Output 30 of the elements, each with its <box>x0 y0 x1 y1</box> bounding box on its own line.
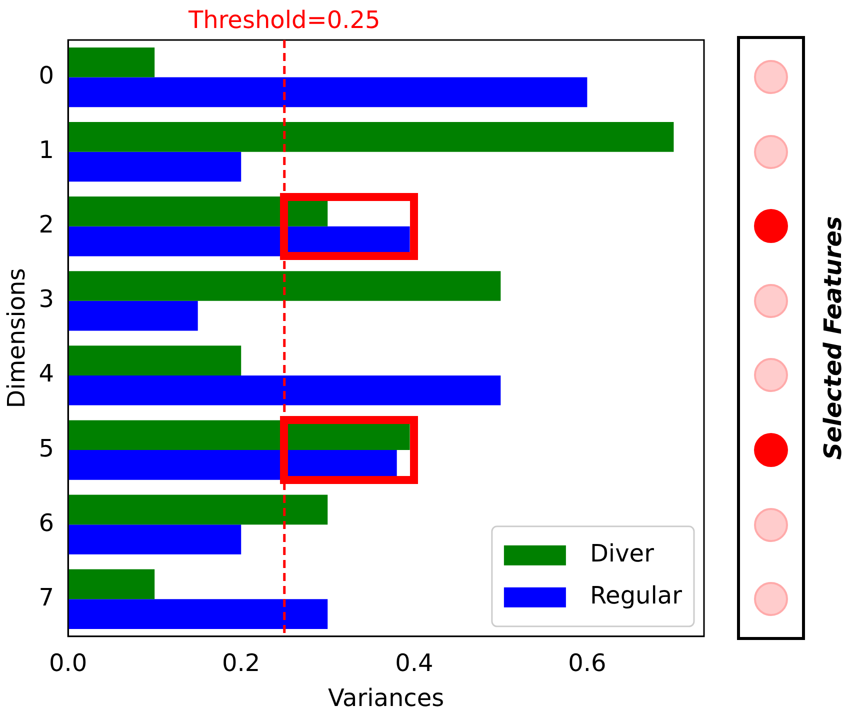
y-tick-label: 0 <box>38 62 54 90</box>
legend-label: Diver <box>590 540 654 568</box>
y-axis-title: Dimensions <box>2 268 31 408</box>
text: Selected Features <box>819 216 847 460</box>
bar <box>68 122 674 152</box>
bar <box>68 524 242 554</box>
bar <box>68 569 155 600</box>
legend-label: Regular <box>590 582 682 610</box>
y-tick-label: 7 <box>38 583 54 612</box>
bar <box>68 300 198 331</box>
y-tick-label: 4 <box>38 360 54 388</box>
y-tick-label: 1 <box>38 136 54 164</box>
y-tick-label: 3 <box>38 285 54 314</box>
y-tick-label: 6 <box>38 508 54 537</box>
x-tick-label: 0.4 <box>395 649 434 678</box>
y-tick-label: 5 <box>38 434 54 462</box>
bar <box>68 494 328 525</box>
x-tick-label: 0.6 <box>568 649 606 678</box>
x-tick-label: 0.0 <box>48 649 88 678</box>
bar <box>68 152 242 182</box>
bar <box>68 346 242 376</box>
x-tick-label: 0.2 <box>222 649 260 678</box>
ref-line-label: Threshold=0.25 <box>187 6 380 34</box>
bar <box>68 77 588 108</box>
x-axis-title: Variances <box>328 684 444 712</box>
bar <box>68 599 328 629</box>
bar <box>68 47 155 78</box>
bar <box>68 375 501 406</box>
bar <box>68 271 501 301</box>
y-tick-label: 2 <box>38 210 54 239</box>
